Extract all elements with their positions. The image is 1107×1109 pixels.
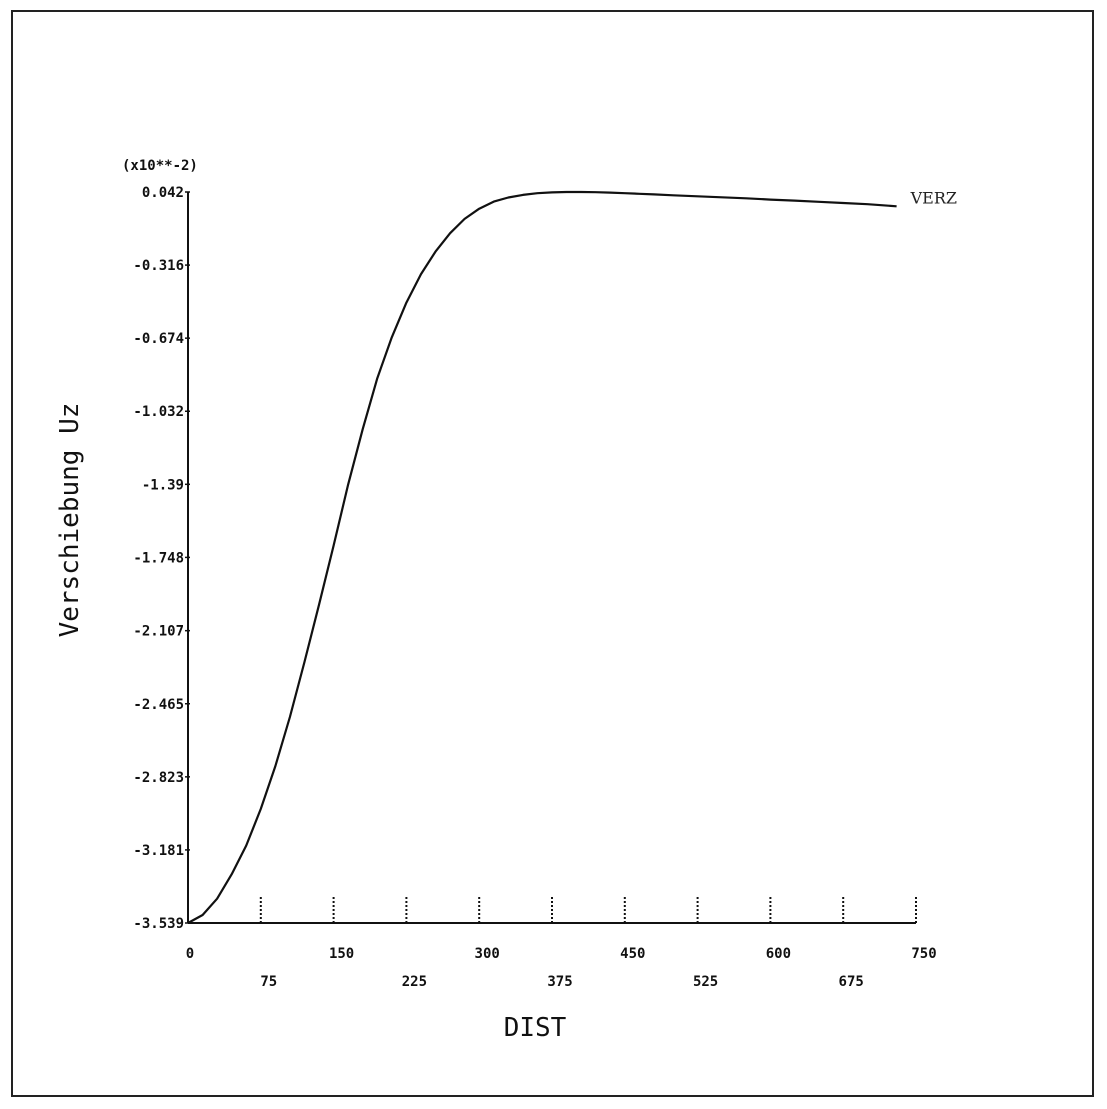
y-tick-label: -3.539 xyxy=(133,916,184,932)
y-tick-label: -2.465 xyxy=(133,697,184,713)
series-line xyxy=(187,190,897,924)
y-tick-label: -0.316 xyxy=(133,258,184,274)
axes xyxy=(187,192,916,924)
x-tick-label: 375 xyxy=(547,974,572,990)
y-tick-label: -2.823 xyxy=(133,770,184,786)
x-tick-label: 225 xyxy=(402,974,427,990)
y-multiplier-label: (x10**-2) xyxy=(122,158,198,174)
x-tick-label: 600 xyxy=(766,946,791,962)
y-axis-title: Verschiebung Uz xyxy=(55,403,85,638)
y-tick-label: 0.042 xyxy=(142,185,184,201)
x-tick-label: 750 xyxy=(911,946,936,962)
y-tick-label: -1.39 xyxy=(142,477,184,493)
series-lines xyxy=(187,190,897,924)
y-tick-label: -2.107 xyxy=(133,624,184,640)
x-tick-label: 675 xyxy=(839,974,864,990)
x-axis-title: DIST xyxy=(504,1013,567,1043)
x-tick-label: 450 xyxy=(620,946,645,962)
y-tick-label: -3.181 xyxy=(133,843,184,859)
x-tick-label: 525 xyxy=(693,974,718,990)
x-tick-label: 0 xyxy=(186,946,194,962)
plot-frame xyxy=(11,10,1094,1097)
x-tick-label: 75 xyxy=(260,974,277,990)
x-tick-label: 300 xyxy=(475,946,500,962)
y-tick-label: -1.748 xyxy=(133,550,184,566)
series-label: VERZ xyxy=(910,188,957,207)
y-tick-label: -1.032 xyxy=(133,404,184,420)
x-tick-label: 150 xyxy=(329,946,354,962)
ticks: 0.042 -0.316 -0.674 -1.032 -1.39 -1.748 -2.107… xyxy=(133,185,936,990)
y-tick-label: -0.674 xyxy=(133,331,184,347)
series-labels: VERZ xyxy=(910,188,957,207)
